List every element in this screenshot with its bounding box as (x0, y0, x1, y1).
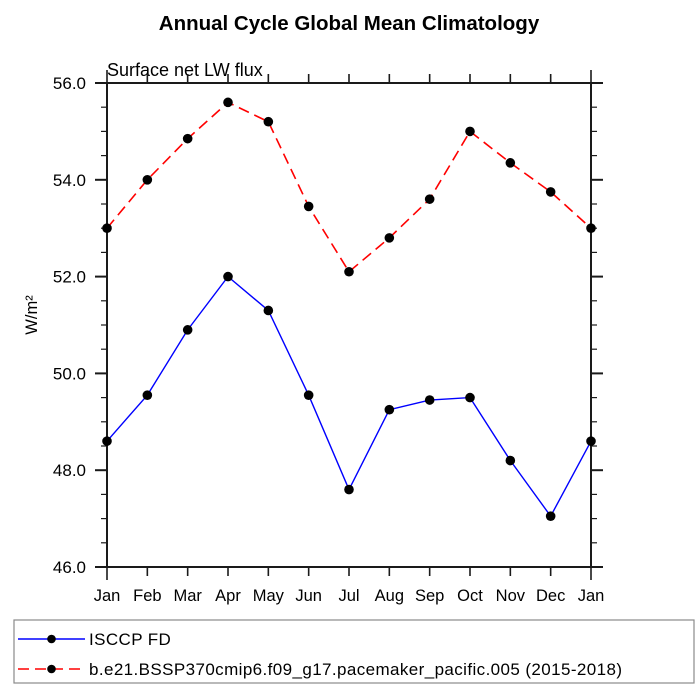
y-tick-label: 50.0 (53, 364, 86, 383)
plot-frame (106, 82, 592, 568)
legend-marker (47, 664, 56, 674)
data-point (384, 404, 395, 415)
data-point (303, 390, 314, 400)
x-tick-label: May (253, 587, 285, 605)
x-tick-label: Jul (338, 587, 359, 605)
y-tick-label: 48.0 (53, 461, 86, 480)
data-point (223, 97, 233, 108)
x-tick-label: Dec (536, 587, 565, 605)
x-tick-label: Sep (415, 587, 444, 605)
data-point (424, 395, 435, 405)
chart-title: Annual Cycle Global Mean Climatology (159, 12, 540, 35)
x-tick-label: Aug (375, 587, 404, 605)
data-point (223, 271, 233, 282)
legend-label: b.e21.BSSP370cmip6.f09_g17.pacemaker_pac… (89, 660, 622, 679)
data-point (384, 233, 395, 243)
legend-marker (47, 634, 56, 644)
y-axis-label: W/m² (23, 295, 41, 335)
data-point (303, 201, 314, 212)
legend: ISCCP FD b.e21.BSSP370cmip6.f09_g17.pacem… (13, 619, 695, 684)
x-tick-label: Apr (215, 587, 241, 605)
data-point (545, 187, 556, 197)
data-point (586, 223, 596, 233)
data-point (424, 194, 435, 204)
legend-label: ISCCP FD (89, 630, 171, 649)
legend-box (13, 619, 695, 684)
x-tick-label: Oct (457, 587, 483, 605)
data-point (182, 325, 193, 335)
x-tick-label: Jan (94, 587, 121, 605)
axes: 46.0 48.0 50.0 52.0 54.0 56.0 Jan Feb Mar Apr May J… (53, 70, 604, 605)
series-line-0 (106, 275, 592, 518)
x-tick-label: Feb (133, 587, 161, 605)
x-tick-label: Jan (578, 587, 605, 605)
data-point (465, 126, 475, 137)
x-tick-label: Jun (295, 587, 322, 605)
data-point (142, 175, 153, 185)
data-point (102, 223, 112, 233)
y-tick-label: 56.0 (53, 74, 86, 93)
x-tick-label: Mar (173, 587, 202, 605)
data-point (465, 392, 475, 403)
data-point (505, 455, 516, 466)
data-point (344, 484, 354, 495)
x-tick-label: Nov (496, 587, 526, 605)
data-point (545, 511, 556, 521)
data-point (505, 158, 516, 168)
series-line-1 (106, 101, 592, 273)
y-tick-label: 46.0 (53, 558, 86, 577)
data-point (182, 133, 193, 144)
data-point (263, 116, 274, 127)
data-series (102, 97, 596, 521)
chart-subtitle: Surface net LW flux (107, 60, 263, 80)
data-point (263, 305, 274, 316)
y-tick-label: 52.0 (53, 268, 86, 287)
y-tick-label: 54.0 (53, 171, 86, 190)
data-point (102, 436, 112, 446)
data-point (142, 390, 153, 400)
data-point (586, 436, 596, 446)
data-point (344, 266, 354, 277)
